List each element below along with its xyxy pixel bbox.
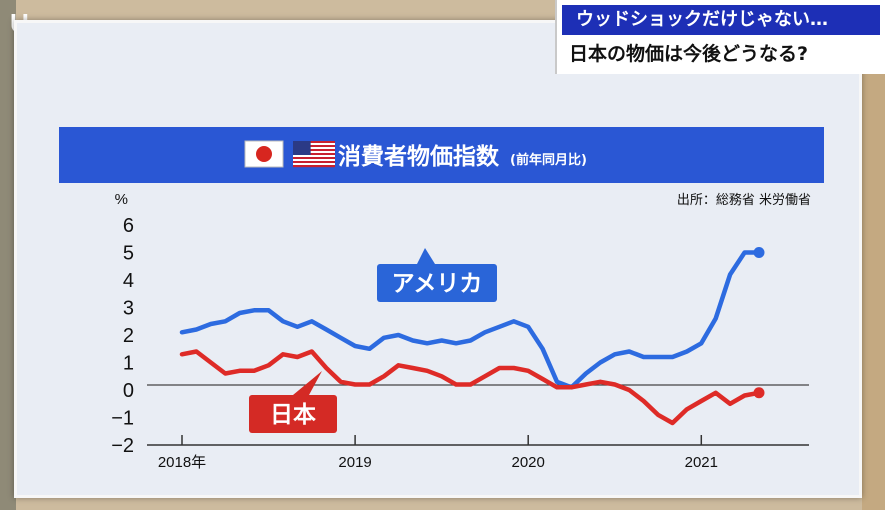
y-tick-label: −2 <box>111 435 134 457</box>
chart-title: 消費者物価指数 <box>338 143 500 170</box>
display-screen: 消費者物価指数 (前年同月比) 出所：総務省 米労働省 % 6 5 4 3 2 1 0 −1 −… <box>14 20 862 498</box>
usa-series-label: アメリカ <box>377 248 497 302</box>
caption-subheadline: 日本の物価は今後どうなる? <box>569 43 809 65</box>
y-tick-label: 6 <box>123 215 134 237</box>
y-unit-label: % <box>115 191 128 208</box>
caption-headline: ウッドショックだけじゃない… <box>562 5 880 35</box>
y-tick-label: 0 <box>123 380 134 402</box>
y-tick-label: 5 <box>123 243 134 265</box>
japan-series-label-text: 日本 <box>270 402 316 428</box>
x-tick-label: 2021 <box>685 454 718 471</box>
japan-series-label: 日本 <box>249 371 337 433</box>
y-axis-ticks: 6 5 4 3 2 1 0 −1 −2 <box>111 215 134 457</box>
x-tick-label: 2019 <box>338 454 371 471</box>
japan-series-line <box>179 349 762 426</box>
news-caption: ウッドショックだけじゃない… 日本の物価は今後どうなる? <box>555 0 885 74</box>
title-banner <box>59 127 824 183</box>
studio-left-edge <box>0 0 16 510</box>
japan-end-point <box>753 387 765 399</box>
y-tick-label: 1 <box>123 353 134 375</box>
usa-series-label-text: アメリカ <box>392 271 483 297</box>
studio-right-edge <box>862 0 885 510</box>
series-lines <box>179 247 765 426</box>
y-tick-label: 3 <box>123 298 134 320</box>
x-axis-ticks: 2018年 2019 2020 2021 <box>158 435 718 471</box>
y-tick-label: 2 <box>123 325 134 347</box>
x-tick-label: 2018年 <box>158 454 206 471</box>
cpi-chart: 消費者物価指数 (前年同月比) 出所：総務省 米労働省 % 6 5 4 3 2 1 0 −1 −… <box>59 127 824 471</box>
usa-end-point <box>753 247 765 258</box>
y-tick-label: 4 <box>123 270 134 292</box>
x-tick-label: 2020 <box>512 454 545 471</box>
source-note: 出所：総務省 米労働省 <box>677 193 811 208</box>
y-tick-label: −1 <box>111 408 134 430</box>
usa-series-line <box>179 250 762 390</box>
chart-title-note: (前年同月比) <box>510 152 587 168</box>
us-flag-icon <box>293 141 335 168</box>
japan-flag-icon <box>244 140 284 168</box>
